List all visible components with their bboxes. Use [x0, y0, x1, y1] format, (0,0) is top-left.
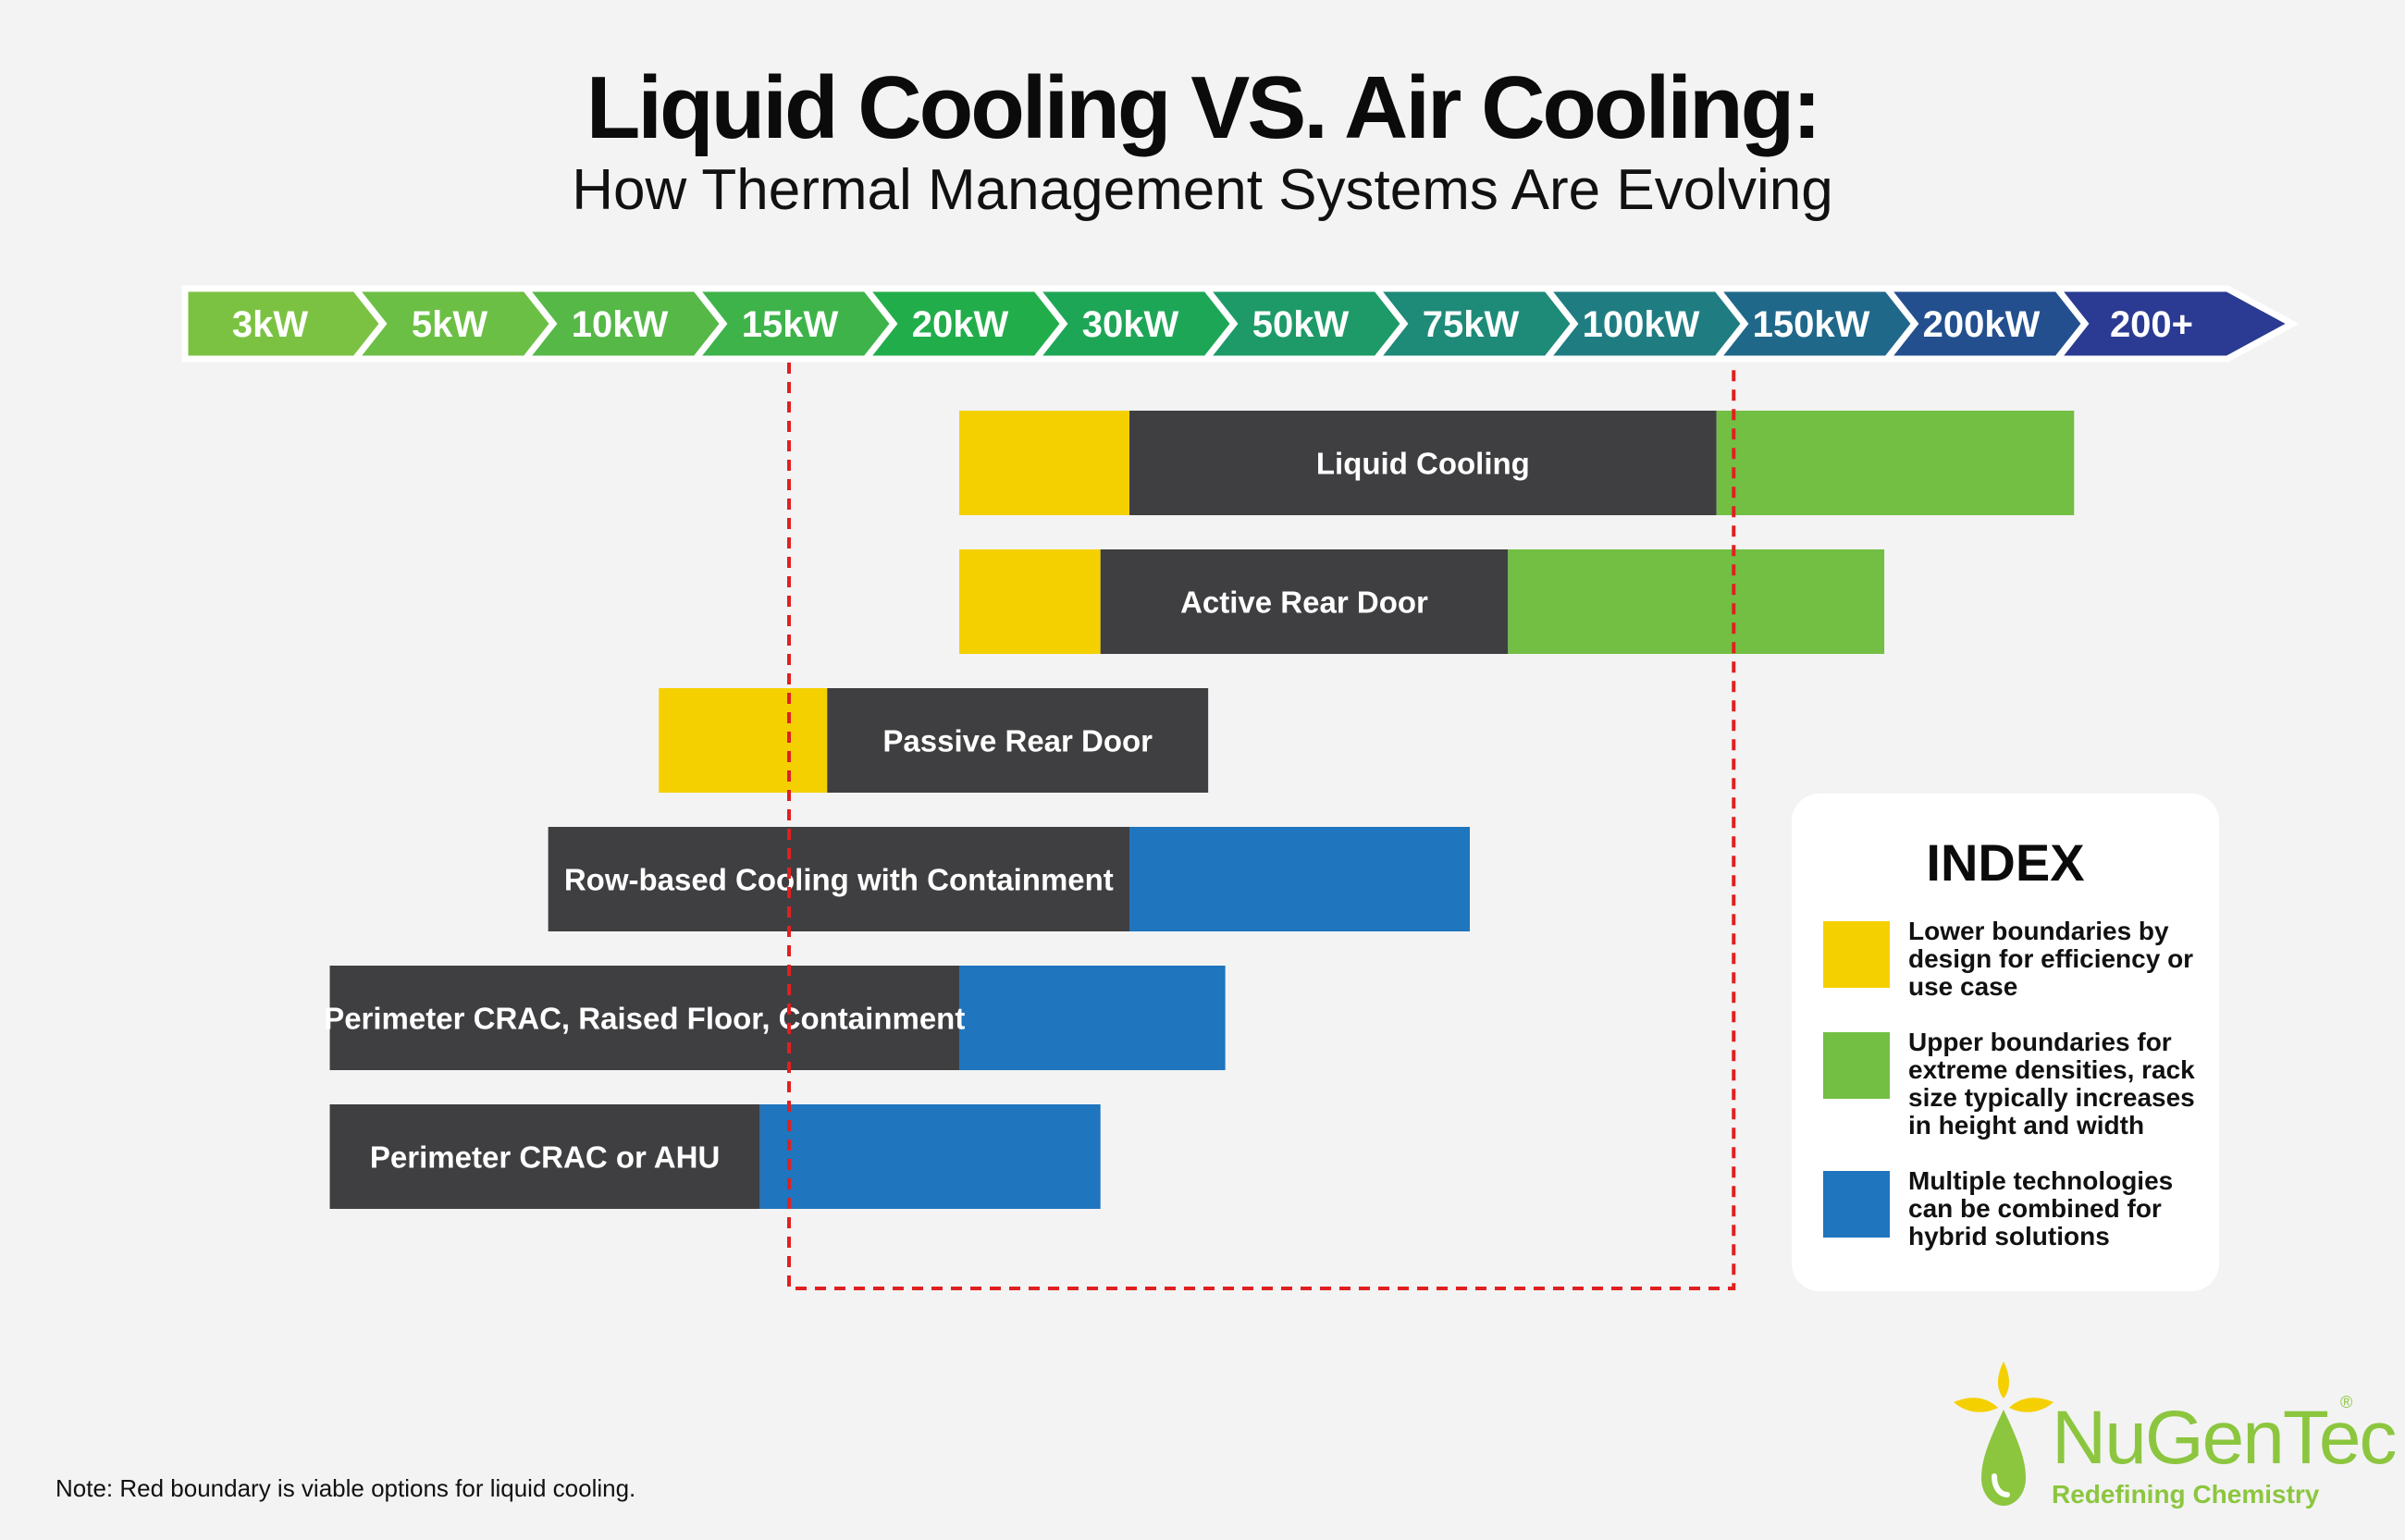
bar-label: Liquid Cooling — [1316, 447, 1530, 481]
scale-label: 150kW — [1753, 304, 1870, 345]
bar-label: Perimeter CRAC or AHU — [370, 1140, 720, 1175]
bar-label: Passive Rear Door — [882, 724, 1153, 758]
scale-label: 3kW — [232, 304, 308, 345]
bar-upper-segment — [1508, 549, 1885, 654]
logo-tagline: Redefining Chemistry — [2052, 1480, 2320, 1509]
bar-lower-segment — [959, 411, 1129, 515]
bar-upper-segment — [959, 966, 1226, 1070]
bar-label: Active Rear Door — [1180, 585, 1428, 620]
legend-swatch-blue — [1823, 1171, 1890, 1238]
bar-core-segment — [1129, 411, 1717, 515]
scale-segment — [2050, 285, 2300, 363]
bar-label: Perimeter CRAC, Raised Floor, Containmen… — [324, 1002, 965, 1036]
bar-lower-segment — [959, 549, 1101, 654]
bar-core-segment — [1100, 549, 1509, 654]
liquid-cooling-boundary — [787, 363, 1736, 1290]
footnote: Note: Red boundary is viable options for… — [56, 1474, 636, 1502]
scale-label: 50kW — [1252, 304, 1350, 345]
legend-title: INDEX — [1926, 833, 2085, 892]
bar-core-segment — [329, 966, 959, 1070]
bar-label: Row-based Cooling with Containment — [564, 863, 1114, 897]
bar-core-segment — [827, 688, 1209, 793]
legend-text-upper: Upper boundaries for extreme densities, … — [1908, 1028, 2195, 1140]
logo-wordmark: NuGenTec — [2052, 1396, 2397, 1480]
scale-label: 5kW — [412, 304, 487, 345]
leaf-drop-icon — [1954, 1361, 2054, 1506]
scale-label: 20kW — [912, 304, 1009, 345]
scale-label: 15kW — [742, 304, 839, 345]
bar-upper-segment — [1129, 827, 1470, 931]
logo-registered-mark: ® — [2340, 1393, 2353, 1411]
bar-upper-segment — [1716, 411, 2075, 515]
scale-label: 30kW — [1082, 304, 1179, 345]
scale-label: 10kW — [572, 304, 669, 345]
legend-text-hybrid: Multiple technologies can be combined fo… — [1908, 1166, 2174, 1250]
legend-text-lower: Lower boundaries by design for efficienc… — [1908, 917, 2194, 1001]
bar-upper-segment — [759, 1104, 1101, 1209]
scale-label: 75kW — [1423, 304, 1520, 345]
legend-swatch-yellow — [1823, 921, 1890, 988]
scale-label: 200+ — [2110, 304, 2193, 345]
chart-subtitle: How Thermal Management Systems Are Evolv… — [572, 158, 1833, 222]
scale-label: 200kW — [1923, 304, 2041, 345]
bar-core-segment — [548, 827, 1129, 931]
scale-label: 100kW — [1583, 304, 1700, 345]
legend-swatch-green — [1823, 1032, 1890, 1099]
bar-core-segment — [329, 1104, 760, 1209]
legend-index: INDEX Lower boundaries by design for eff… — [1792, 794, 2219, 1291]
bar-lower-segment — [659, 688, 828, 793]
nugentec-logo: NuGenTec ® Redefining Chemistry — [1950, 1358, 2397, 1524]
chart-title: Liquid Cooling VS. Air Cooling: — [586, 58, 1822, 157]
